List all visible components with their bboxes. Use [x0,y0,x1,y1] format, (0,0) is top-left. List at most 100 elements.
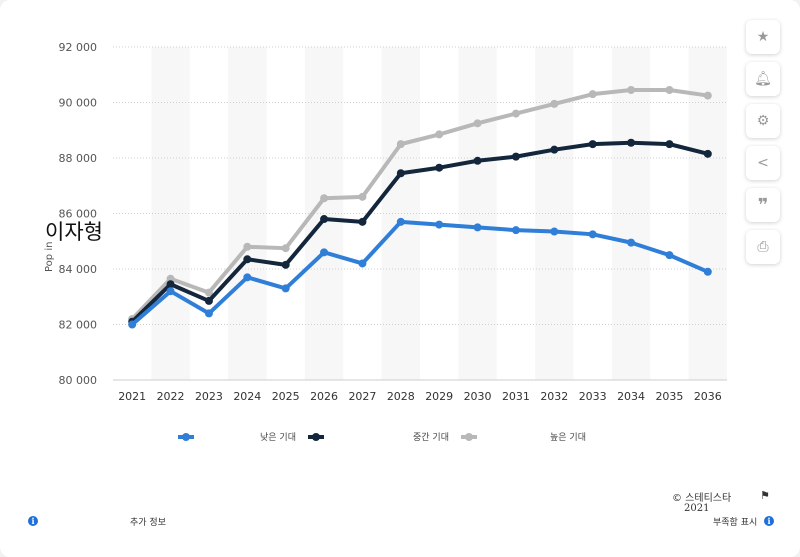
x-tick-label: 2028 [387,390,415,403]
x-tick-label: 2034 [617,390,645,403]
overlay-name-text: 이자형 [45,220,103,244]
data-point[interactable] [665,140,674,149]
data-point[interactable] [550,145,559,154]
legend-label[interactable]: 중간 기대 [413,432,449,443]
data-point[interactable] [243,242,252,251]
data-point[interactable] [703,91,712,100]
data-point[interactable] [358,192,367,201]
legend-marker-dot[interactable] [465,433,473,441]
y-tick-label: 86 000 [59,208,98,221]
column-band [381,47,420,380]
x-tick-label: 2029 [425,390,453,403]
flag-icon[interactable]: ⚑ [760,489,770,502]
data-point[interactable] [396,217,405,226]
data-point[interactable] [396,169,405,178]
y-tick-label: 88 000 [59,152,98,165]
data-point[interactable] [550,99,559,108]
y-tick-label: 90 000 [59,97,98,110]
data-point[interactable] [435,220,444,229]
legend-marker-dot[interactable] [312,433,320,441]
data-point[interactable] [320,215,329,224]
gear-icon: ⚙ [756,113,770,129]
data-point[interactable] [511,152,520,161]
data-point[interactable] [358,259,367,268]
data-point[interactable] [665,251,674,260]
x-tick-label: 2036 [694,390,722,403]
data-point[interactable] [588,140,597,149]
data-point[interactable] [166,274,175,283]
copyright-year: 2021 [684,503,710,514]
x-tick-label: 2024 [233,390,261,403]
x-tick-label: 2030 [464,390,492,403]
data-point[interactable] [243,273,252,282]
star-icon: ★ [756,29,770,45]
data-point[interactable] [128,320,137,329]
notification-button[interactable]: 🔔︎ [746,62,780,96]
data-point[interactable] [166,287,175,296]
data-point[interactable] [588,90,597,99]
legend-label[interactable]: 낮은 기대 [260,432,296,443]
data-point[interactable] [627,238,636,247]
x-tick-label: 2027 [348,390,376,403]
data-point[interactable] [550,227,559,236]
legend-label[interactable]: 높은 기대 [550,432,586,443]
data-point[interactable] [588,230,597,239]
data-point[interactable] [320,194,329,203]
x-tick-label: 2031 [502,390,530,403]
data-point[interactable] [320,248,329,257]
data-point[interactable] [473,156,482,165]
quote-icon: ❞ [757,194,769,216]
x-tick-label: 2021 [118,390,146,403]
data-point[interactable] [511,109,520,118]
settings-button[interactable]: ⚙ [746,104,780,138]
data-point[interactable] [166,280,175,289]
cite-button[interactable]: ❞ [746,188,780,222]
series-line[interactable] [130,88,709,321]
data-point[interactable] [473,119,482,128]
series-line[interactable] [130,140,709,324]
data-point[interactable] [204,296,213,305]
data-point[interactable] [627,138,636,147]
data-point[interactable] [281,260,290,269]
data-point[interactable] [665,86,674,95]
print-icon: ⎙ [757,239,769,255]
data-point[interactable] [435,163,444,172]
data-point[interactable] [627,86,636,95]
favorite-button[interactable]: ★ [746,20,780,54]
x-tick-label: 2035 [655,390,683,403]
show-source-link[interactable]: 부족함 표시 [713,518,758,528]
data-point[interactable] [243,255,252,264]
data-point[interactable] [703,267,712,276]
data-point[interactable] [281,284,290,293]
y-tick-label: 84 000 [59,263,98,276]
share-button[interactable]: < [746,146,780,180]
info-icon[interactable]: i [28,516,38,526]
y-tick-label: 80 000 [59,374,98,387]
data-point[interactable] [204,288,213,297]
x-tick-label: 2026 [310,390,338,403]
legend-marker-dot[interactable] [182,433,190,441]
data-point[interactable] [204,309,213,318]
data-point[interactable] [281,244,290,253]
y-tick-label: 92 000 [59,41,98,54]
copyright-text[interactable]: © 스테티스타 [672,493,732,504]
bell-icon: 🔔︎ [754,71,772,87]
series-line[interactable] [130,219,709,327]
data-point[interactable] [358,217,367,226]
x-tick-label: 2032 [540,390,568,403]
y-axis-label: Pop in [44,242,55,272]
data-point[interactable] [473,223,482,232]
data-point[interactable] [396,140,405,149]
source-info-icon[interactable]: i [764,516,774,526]
print-button[interactable]: ⎙ [746,230,780,264]
data-point[interactable] [511,226,520,235]
column-band [611,47,651,380]
x-tick-label: 2022 [157,390,185,403]
y-tick-label: 82 000 [59,319,98,332]
share-icon: < [757,155,769,171]
more-info-link[interactable]: 추가 정보 [130,518,166,528]
data-point[interactable] [435,130,444,139]
x-tick-label: 2033 [579,390,607,403]
data-point[interactable] [703,149,712,158]
